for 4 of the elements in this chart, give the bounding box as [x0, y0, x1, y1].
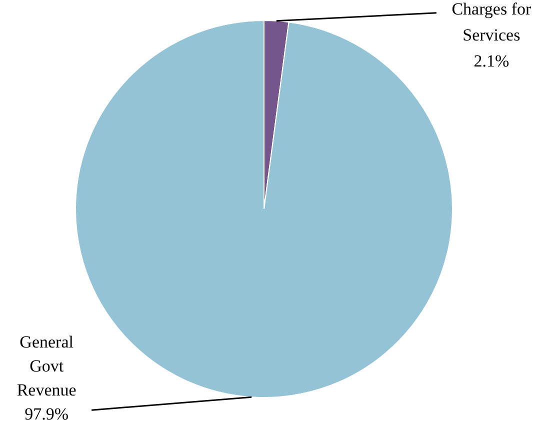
slice-label: Charges for Services: [452, 0, 532, 44]
data-label: 97.9%: [24, 404, 69, 424]
data-label: 2.1%: [474, 51, 510, 70]
slice-label: General Govt Revenue: [16, 332, 76, 400]
